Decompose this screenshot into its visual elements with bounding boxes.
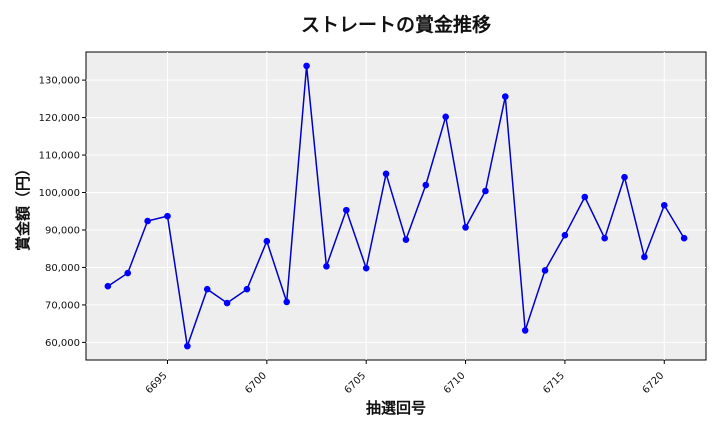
data-point: [323, 263, 330, 270]
x-axis: 6695 6700 6705 6710 6715 6720: [144, 360, 667, 396]
y-tick-label: 100,000: [39, 188, 80, 199]
data-point: [263, 237, 271, 245]
y-tick-label: 70,000: [45, 300, 80, 311]
data-point: [382, 170, 390, 178]
data-point: [203, 285, 211, 293]
data-point: [223, 299, 231, 307]
data-point: [482, 187, 489, 195]
data-point: [164, 212, 171, 220]
data-point: [641, 253, 648, 261]
y-axis-label: 賞金額（円）: [14, 161, 32, 251]
data-point: [680, 234, 688, 242]
y-tick-label: 80,000: [45, 263, 80, 274]
data-points: [104, 62, 688, 350]
y-tick-label: 110,000: [39, 151, 80, 162]
x-tick-label: 6715: [541, 370, 567, 396]
x-tick-label: 6700: [243, 370, 269, 396]
data-point: [660, 201, 668, 209]
data-point: [561, 231, 569, 239]
data-point: [243, 285, 251, 293]
y-tick-label: 120,000: [39, 113, 80, 124]
data-point: [362, 264, 370, 272]
y-tick-label: 130,000: [39, 76, 80, 87]
data-point: [462, 224, 469, 231]
data-point: [601, 234, 608, 242]
y-tick-label: 90,000: [45, 225, 80, 236]
x-tick-label: 6710: [442, 370, 468, 396]
data-point: [501, 93, 509, 100]
data-point: [581, 193, 589, 201]
data-point: [104, 282, 112, 290]
chart-title: ストレートの賞金推移: [301, 13, 491, 36]
data-point: [124, 269, 132, 277]
data-point: [541, 267, 549, 274]
data-point: [184, 342, 191, 350]
data-point: [283, 298, 291, 306]
x-tick-label: 6695: [144, 370, 170, 396]
x-tick-label: 6720: [641, 370, 667, 396]
data-point: [343, 206, 350, 214]
data-point: [303, 62, 310, 70]
data-point: [442, 113, 449, 121]
data-point: [521, 327, 529, 334]
series-line: [107, 65, 685, 347]
x-axis-label: 抽選回号: [366, 399, 426, 417]
y-tick-label: 60,000: [45, 338, 80, 349]
data-point: [422, 181, 430, 189]
data-point: [144, 217, 151, 225]
x-tick-label: 6705: [343, 370, 369, 396]
data-point: [402, 236, 410, 244]
data-point: [621, 173, 628, 181]
y-axis: 60,000 70,000 80,000 90,000 100,000 110,000 12…: [39, 76, 86, 349]
